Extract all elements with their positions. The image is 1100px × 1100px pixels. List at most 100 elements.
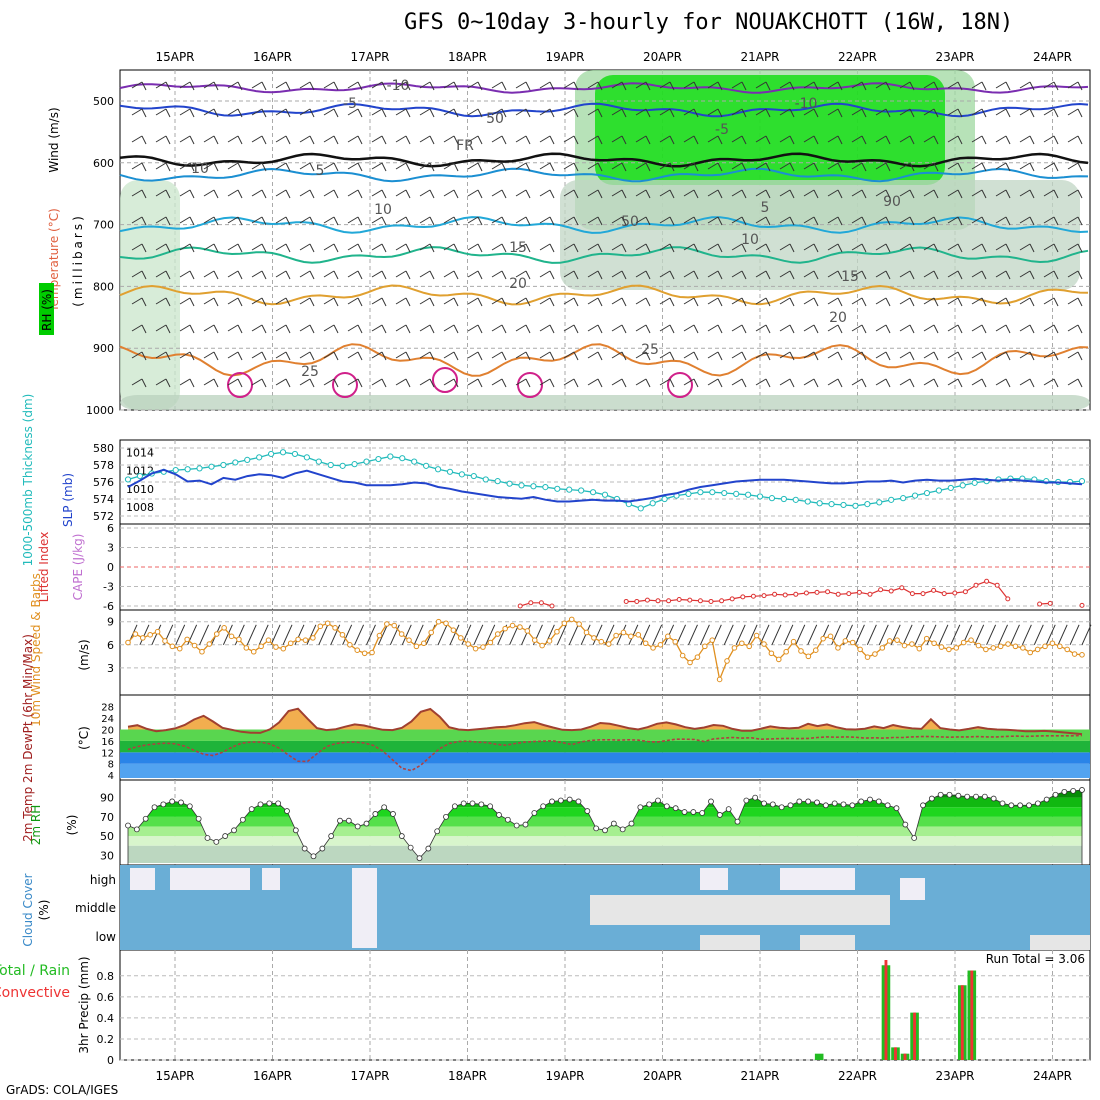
wind-barb — [251, 162, 267, 172]
cloud-row-label: high — [90, 873, 116, 887]
wind-barb-shaft — [731, 378, 743, 386]
wind-barb — [563, 297, 579, 307]
wind-barb-flag — [189, 270, 195, 280]
wind-barb-flag — [501, 297, 507, 307]
rh-shade-mid — [560, 180, 1080, 290]
wind-barb-flag — [429, 81, 435, 91]
rh-2m-line-marker — [875, 798, 882, 805]
wind-barb-flag — [693, 270, 699, 280]
wind-speed-line-marker — [872, 651, 878, 657]
wind-barb-shaft — [779, 297, 791, 305]
wind-speed-line-marker — [132, 631, 139, 637]
thickness-tick: 572 — [93, 510, 114, 523]
wind-barb-shaft — [227, 243, 239, 251]
wind-barb-shaft — [611, 216, 623, 224]
wind-barb — [947, 108, 963, 118]
wind-barb-shaft — [971, 243, 983, 251]
precip-bar-total — [814, 1053, 824, 1060]
wind-barb — [419, 297, 435, 307]
wind-barb — [635, 189, 651, 199]
wind-barb-shaft — [155, 135, 167, 143]
surface-wind-barb — [556, 624, 567, 646]
wind-barb-flag — [885, 378, 891, 388]
wind-barb — [515, 351, 531, 361]
wind-speed-line — [127, 618, 1083, 682]
rh-2m-line-marker — [663, 803, 670, 810]
cloud-cover-block — [780, 868, 855, 890]
wind-barb-flag — [1029, 351, 1035, 361]
wind-barb-shaft — [755, 270, 767, 278]
lifted-index-line-marker — [973, 582, 979, 588]
wind-barb — [131, 243, 147, 253]
wind-barb-flag — [261, 378, 267, 388]
thickness-line-marker — [482, 476, 489, 483]
wind-barb — [395, 81, 411, 91]
wind-barb — [755, 243, 771, 253]
wind-speed-line-marker — [598, 638, 605, 645]
surface-wind-barb — [199, 624, 210, 646]
slp-tick: 1010 — [126, 483, 154, 496]
axis-label-cloud-units: (%) — [37, 900, 51, 921]
wind-speed-line-marker — [620, 629, 627, 636]
level-label: 500 — [93, 95, 114, 108]
wind-barb-shaft — [827, 297, 839, 305]
rh-band — [128, 789, 1082, 798]
axis-label-lifted-index: Lifted Index — [37, 532, 51, 603]
thickness-line-marker — [649, 500, 656, 507]
wind-barb-shaft — [251, 162, 263, 170]
wind-barb — [299, 189, 315, 199]
wind-speed-line-marker — [864, 654, 871, 660]
wind-barb — [875, 243, 891, 253]
cloud-cover-block — [352, 868, 377, 948]
wind-barb — [779, 189, 795, 199]
wind-barb-flag — [717, 189, 723, 199]
wind-barb-flag — [501, 189, 507, 199]
wind-barb-flag — [333, 324, 339, 334]
wind-barb-shaft — [947, 216, 959, 224]
wind-barb — [395, 216, 411, 226]
wind-barb-shaft — [419, 81, 431, 89]
wind-barb — [947, 351, 963, 361]
wind-barb-shaft — [755, 297, 767, 305]
wind-barb-flag — [501, 81, 507, 91]
wind-barb-flag — [237, 378, 243, 388]
wind-barb — [227, 162, 243, 172]
wind-barb-shaft — [611, 135, 623, 143]
wind-barb — [347, 189, 363, 199]
wind-barb-flag — [837, 270, 843, 280]
wind-barb-flag — [909, 270, 915, 280]
wind-speed-line-marker — [953, 645, 960, 651]
wind-barb-flag — [405, 351, 411, 361]
wind-barb-flag — [765, 270, 771, 280]
wind-barb — [731, 135, 747, 145]
surface-wind-barb — [783, 624, 794, 646]
surface-wind-barb — [318, 624, 329, 646]
wind-barb-flag — [1005, 108, 1011, 118]
wind-barb-shaft — [707, 351, 719, 359]
wind-barb-flag — [309, 351, 315, 361]
precip-bar-convective — [903, 1053, 907, 1060]
wind-speed-line-marker — [280, 645, 287, 652]
wind-barb-flag — [597, 216, 603, 226]
wind-barb — [923, 270, 939, 280]
wind-barb-flag — [669, 297, 675, 307]
wind-barb-shaft — [1043, 216, 1055, 224]
wind-barb-flag — [285, 270, 291, 280]
wind-barb — [875, 135, 891, 145]
rh-2m-line-marker — [178, 799, 184, 806]
wind-speed-line-marker — [761, 641, 767, 647]
wind-barb-flag — [933, 216, 939, 226]
lifted-index-line-marker — [920, 591, 926, 597]
wind-barb — [347, 81, 363, 91]
rh-band — [128, 845, 1082, 863]
wind-barb-flag — [141, 81, 147, 91]
wind-barb — [131, 189, 147, 199]
wind-barb-shaft — [587, 162, 599, 170]
wind-barb-flag — [861, 297, 867, 307]
wind-barb-shaft — [539, 135, 551, 143]
wind-barb-flag — [981, 135, 987, 145]
wind-barb-shaft — [443, 135, 455, 143]
cloud-cover-block — [1030, 935, 1090, 950]
wind-barb-flag — [429, 378, 435, 388]
rh-2m-line-marker — [743, 797, 750, 804]
